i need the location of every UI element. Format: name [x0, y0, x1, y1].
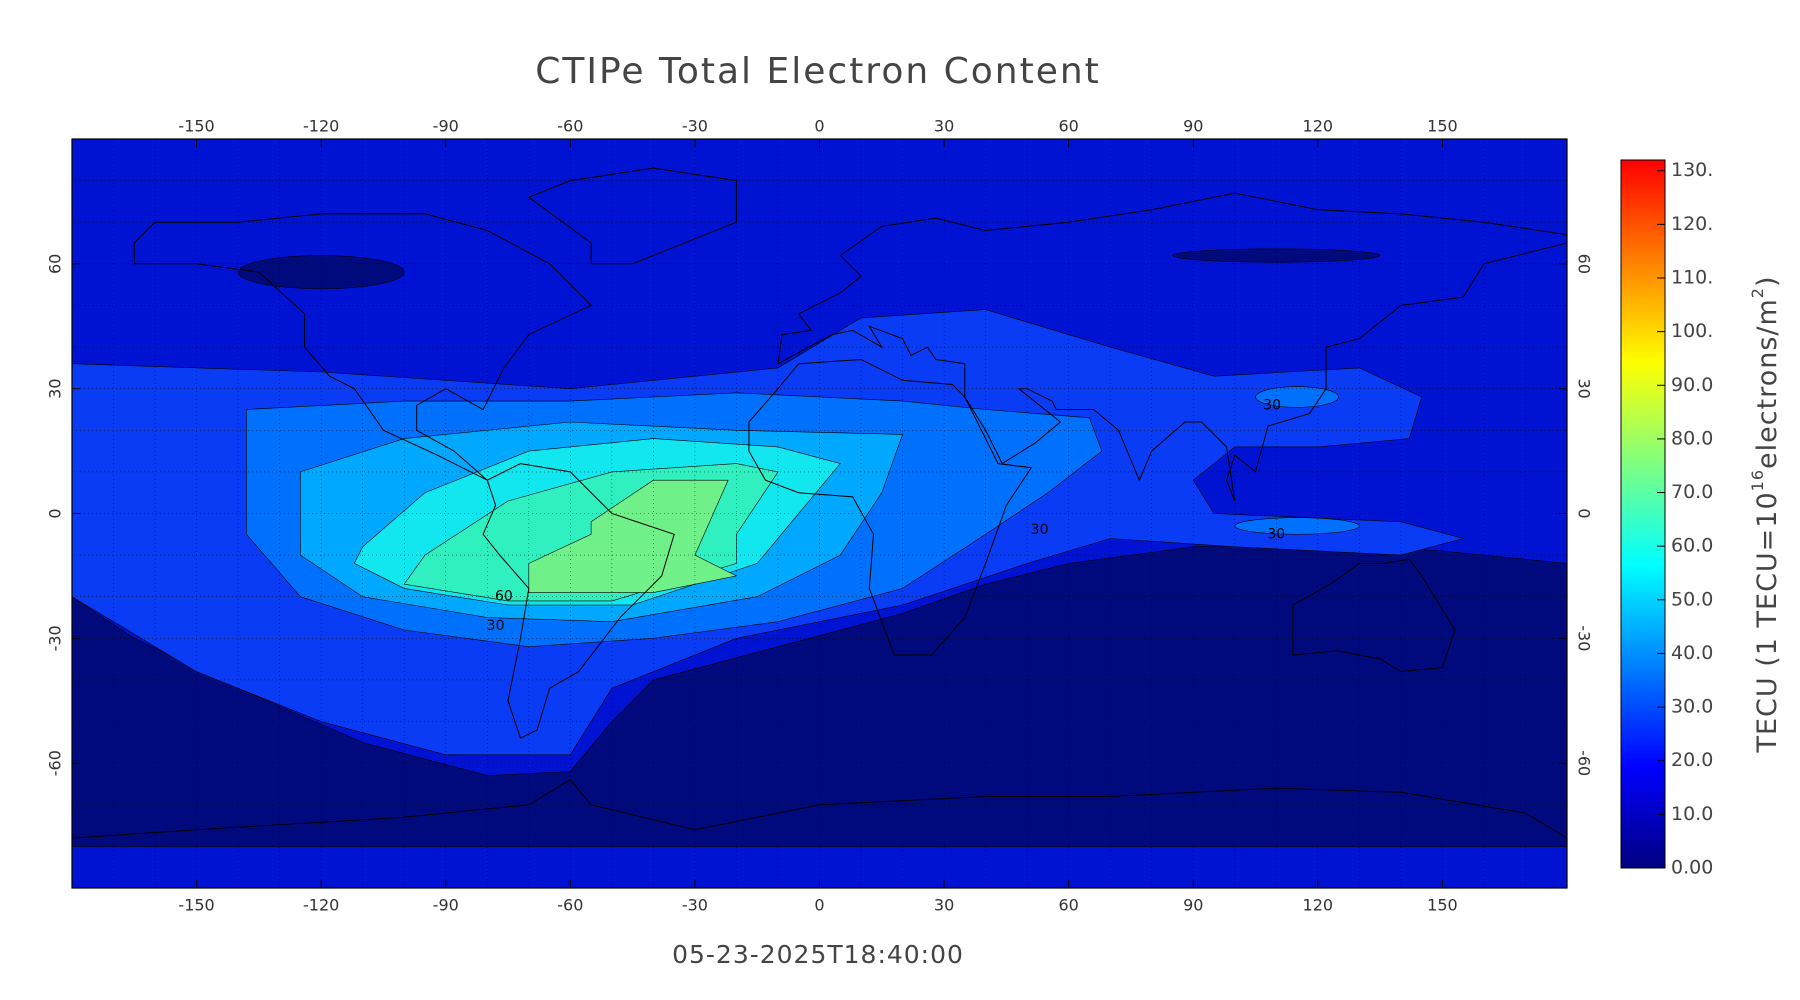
- y-tick-label: 30: [46, 378, 65, 398]
- y-tick-label: -30: [1575, 625, 1594, 651]
- x-tick-label: -60: [557, 117, 583, 136]
- x-tick-label: -90: [433, 896, 459, 915]
- x-tick-label: -150: [178, 896, 214, 915]
- coastline: [777, 192, 1567, 502]
- x-tick-label: 120: [1303, 896, 1334, 915]
- label-part: electrons/m: [1752, 298, 1783, 469]
- contour-label: 30: [487, 618, 505, 634]
- map-area: 60 30 30 30 30: [72, 139, 1567, 888]
- y-tick-label: 60: [1575, 254, 1594, 274]
- contour-label: 60: [495, 589, 513, 605]
- x-tick-label: 60: [1058, 117, 1078, 136]
- contour-label: 30: [1263, 397, 1281, 413]
- label-part: TECU (1 TECU=10: [1752, 491, 1783, 753]
- contour-region: [1234, 517, 1360, 535]
- timestamp: 05-23-2025T18:40:00: [672, 940, 964, 969]
- label-exp: 2: [1748, 287, 1767, 298]
- coastline: [133, 213, 592, 481]
- x-tick-label: 30: [934, 896, 954, 915]
- y-tick-label: 60: [46, 254, 65, 274]
- y-tick-label: 0: [46, 508, 65, 518]
- x-tick-label: 0: [814, 896, 824, 915]
- x-tick-label: -150: [178, 117, 214, 136]
- x-tick-label: 90: [1183, 896, 1203, 915]
- y-tick-label: -60: [46, 750, 65, 776]
- colorbar-tick-label: 100.: [1671, 320, 1713, 342]
- x-tick-label: 90: [1183, 117, 1203, 136]
- colorbar-tick-label: 10.0: [1671, 803, 1713, 825]
- colorbar-tick-label: 60.0: [1671, 535, 1713, 557]
- colorbar-tick-label: 20.0: [1671, 749, 1713, 771]
- y-tick-label: -30: [46, 625, 65, 651]
- colorbar-tick-label: 70.0: [1671, 481, 1713, 503]
- x-tick-label: 0: [814, 117, 824, 136]
- x-tick-label: -30: [682, 896, 708, 915]
- contour-region: [72, 542, 1567, 847]
- chart-title: CTIPe Total Electron Content: [535, 51, 1101, 92]
- x-tick-label: 150: [1427, 117, 1458, 136]
- contour-region: [528, 479, 738, 593]
- y-tick-label: -60: [1575, 750, 1594, 776]
- colorbar-tick-label: 30.0: [1671, 696, 1713, 718]
- x-tick-label: 30: [934, 117, 954, 136]
- colorbar-label: TECU (1 TECU=1016electrons/m2): [1748, 275, 1783, 753]
- x-tick-label: -120: [303, 117, 339, 136]
- y-tick-label: 0: [1575, 508, 1594, 518]
- colorbar-tick-label: 120.: [1671, 213, 1713, 235]
- y-tick-label: 30: [1575, 378, 1594, 398]
- x-tick-label: -60: [557, 896, 583, 915]
- x-tick-label: -90: [433, 117, 459, 136]
- colorbar-tick-label: 130.: [1671, 159, 1713, 181]
- colorbar: [1620, 159, 1666, 869]
- contour-label: 30: [1031, 522, 1049, 538]
- colorbar-tick-label: 40.0: [1671, 642, 1713, 664]
- coastline: [482, 463, 675, 739]
- coastline: [748, 358, 1033, 656]
- colorbar-tick-label: 110.: [1671, 267, 1713, 289]
- x-tick-label: -120: [303, 896, 339, 915]
- x-tick-label: 120: [1303, 117, 1334, 136]
- x-tick-label: 150: [1427, 896, 1458, 915]
- colorbar-tick-label: 0.00: [1671, 857, 1713, 879]
- x-tick-label: 60: [1058, 896, 1078, 915]
- label-exp: 16: [1748, 469, 1767, 491]
- contour-label: 30: [1267, 526, 1285, 542]
- colorbar-tick-label: 90.0: [1671, 374, 1713, 396]
- label-part: ): [1752, 275, 1783, 287]
- x-tick-label: -30: [682, 117, 708, 136]
- coastline: [72, 779, 1567, 839]
- colorbar-tick-label: 50.0: [1671, 588, 1713, 610]
- colorbar-tick-label: 80.0: [1671, 427, 1713, 449]
